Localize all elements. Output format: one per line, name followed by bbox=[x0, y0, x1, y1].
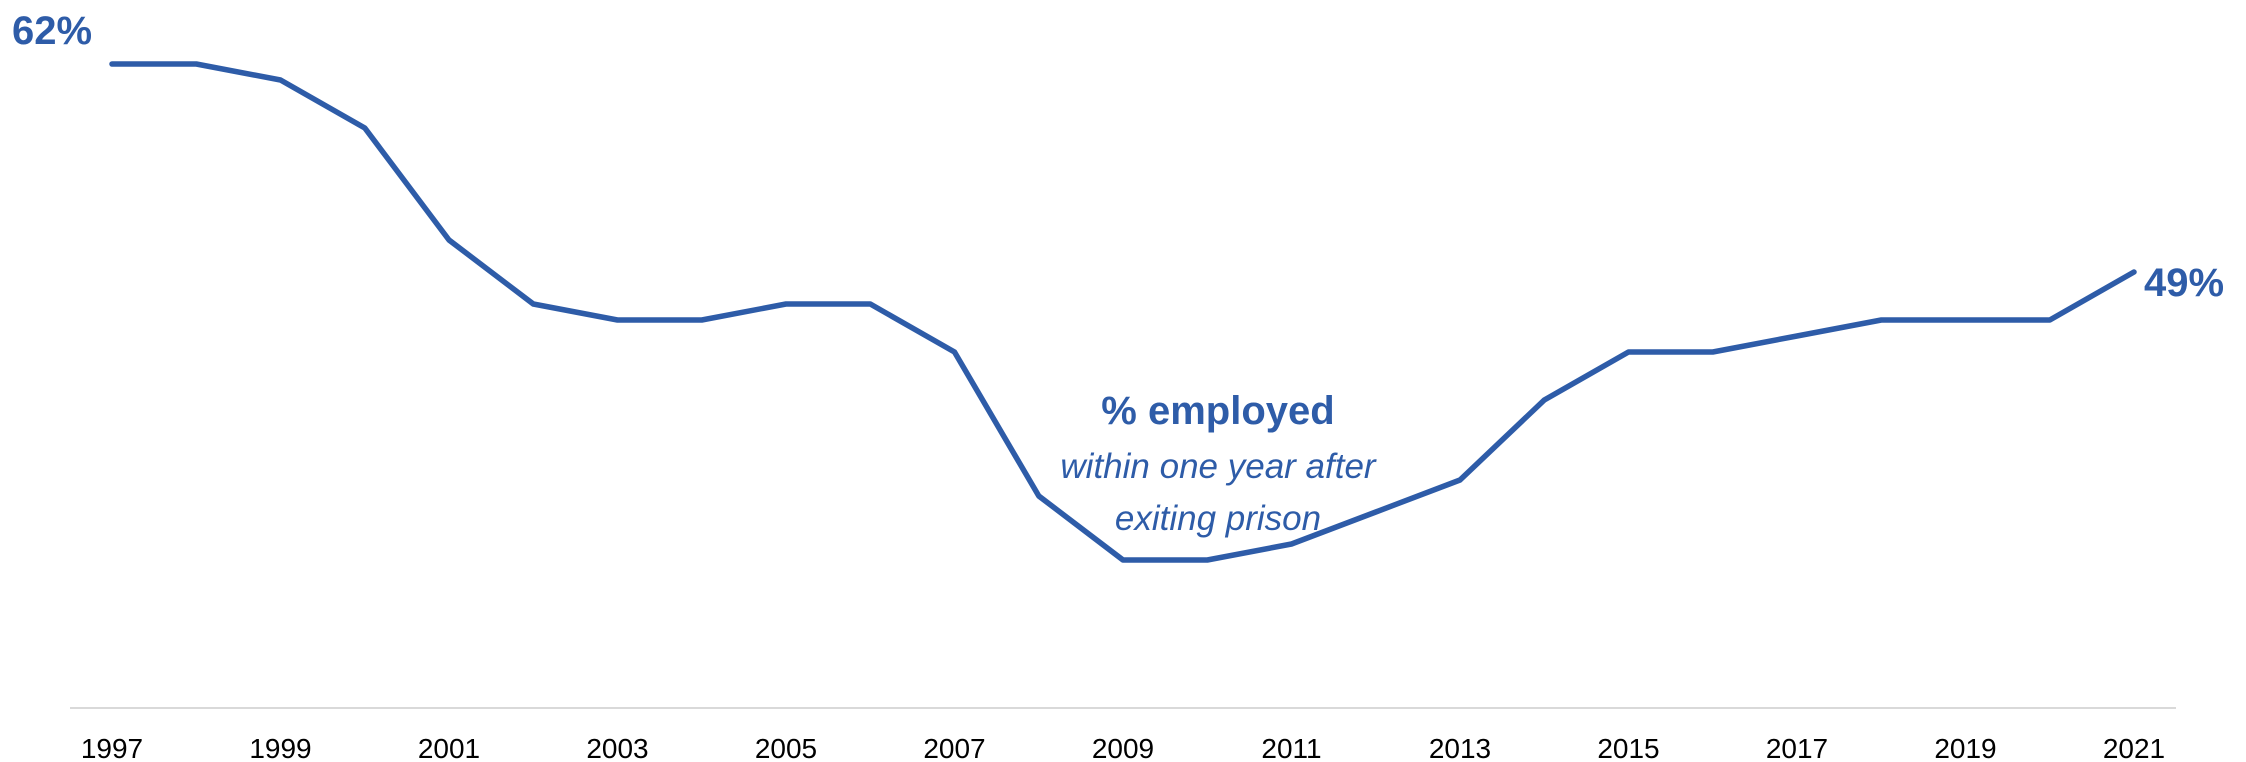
x-tick-label-2003: 2003 bbox=[586, 733, 648, 762]
x-tick-label-2017: 2017 bbox=[1766, 733, 1828, 762]
x-tick-labels: 1997 1999 2001 2003 2005 2007 2009 2011 2013 2015… bbox=[81, 733, 2165, 762]
x-tick-label-2009: 2009 bbox=[1092, 733, 1154, 762]
data-label-first: 62% bbox=[12, 9, 92, 53]
x-tick-label-2001: 2001 bbox=[418, 733, 480, 762]
annotation-subtitle-line1: within one year after bbox=[1060, 447, 1377, 486]
x-tick-label-2011: 2011 bbox=[1261, 733, 1321, 762]
x-tick-label-2021: 2021 bbox=[2103, 733, 2165, 762]
series-line-employed bbox=[109, 61, 2137, 563]
x-tick-label-2005: 2005 bbox=[755, 733, 817, 762]
annotation-subtitle-line2: exiting prison bbox=[1115, 499, 1321, 538]
x-tick-label-2007: 2007 bbox=[923, 733, 985, 762]
x-tick-label-1999: 1999 bbox=[249, 733, 311, 762]
data-label-last: 49% bbox=[2144, 261, 2224, 305]
x-tick-label-1997: 1997 bbox=[81, 733, 143, 762]
annotation: % employed within one year after exiting… bbox=[1060, 389, 1377, 538]
x-tick-label-2015: 2015 bbox=[1597, 733, 1659, 762]
x-tick-label-2019: 2019 bbox=[1934, 733, 1996, 762]
annotation-title: % employed bbox=[1101, 389, 1334, 433]
x-tick-label-2013: 2013 bbox=[1429, 733, 1491, 762]
plot-area bbox=[70, 61, 2176, 709]
